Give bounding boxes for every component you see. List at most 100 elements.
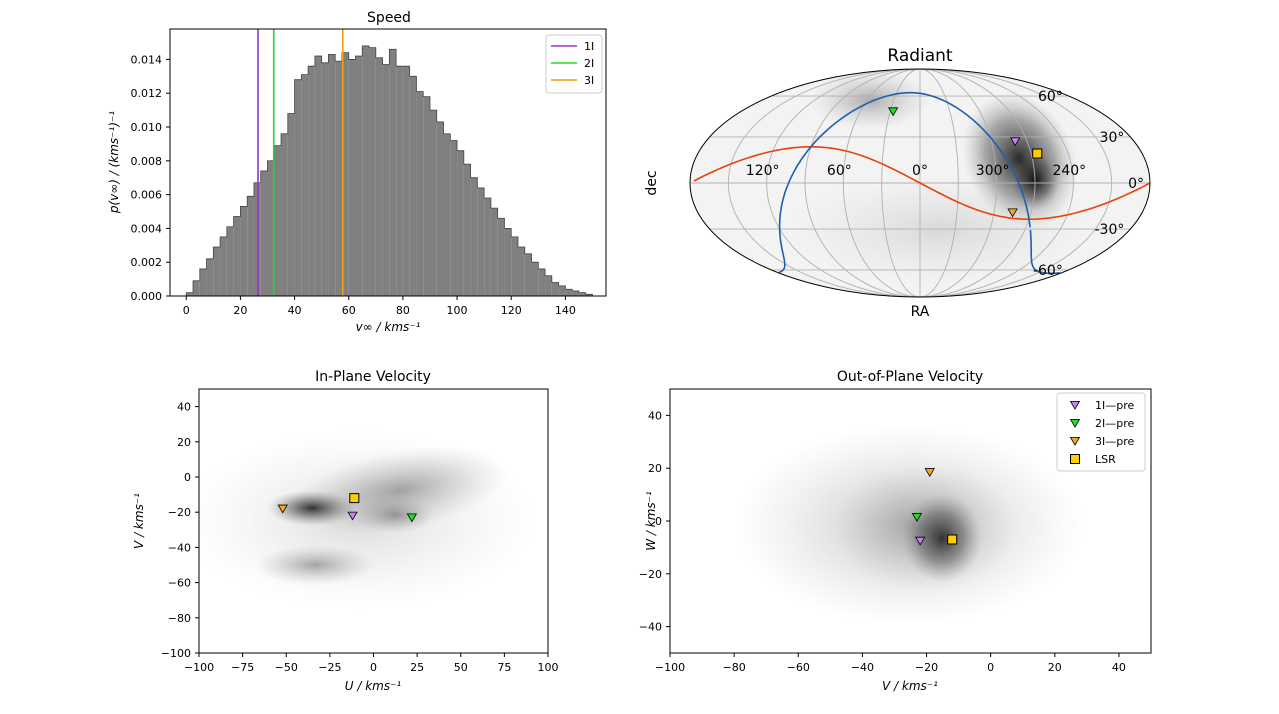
speed-legend: 1I 2I 3I [545, 34, 603, 94]
out-of-plane-y-ticks: −40 −20 0 20 40 [639, 409, 670, 634]
in-plane-y-tick-label: −80 [168, 612, 191, 625]
speed-legend-label-1i: 1I [584, 40, 594, 53]
in-plane-title: In-Plane Velocity [315, 369, 431, 385]
speed-bar [524, 253, 532, 296]
speed-bar [511, 236, 518, 296]
speed-bar [484, 197, 491, 296]
in-plane-x-tick-label: 100 [538, 661, 559, 674]
in-plane-density-mid [355, 497, 435, 533]
in-plane-x-tick-label: −100 [184, 661, 214, 674]
speed-y-tick-label: 0.004 [131, 222, 163, 235]
speed-y-tick-label: 0.010 [131, 121, 163, 134]
speed-bar [341, 52, 349, 296]
speed-bar [429, 110, 437, 296]
speed-bar [463, 164, 471, 296]
speed-bar [226, 226, 234, 296]
speed-bar [375, 57, 383, 297]
out-of-plane-legend-label: 2I—pre [1095, 417, 1135, 430]
out-of-plane-y-tick-label: −20 [639, 568, 662, 581]
speed-bar [240, 206, 248, 296]
speed-x-tick-label: 40 [288, 304, 302, 317]
speed-bar [443, 133, 451, 296]
out-of-plane-x-tick-label: 20 [1048, 661, 1062, 674]
radiant-marker-1i [1009, 137, 1021, 147]
in-plane-marker-1i [347, 511, 358, 521]
in-plane-density-lower [255, 545, 375, 585]
out-of-plane-x-ticks: −100 −80 −60 −40 −20 0 20 40 [655, 653, 1126, 674]
in-plane-y-tick-label: 0 [184, 471, 191, 484]
radiant-y-label: dec [644, 170, 660, 195]
out-of-plane-legend-label: LSR [1095, 453, 1116, 466]
radiant-dec-tick-label: -30° [1095, 222, 1125, 238]
speed-bar [213, 246, 221, 296]
radiant-title: Radiant [887, 46, 953, 66]
out-of-plane-density-core [902, 493, 982, 583]
speed-y-ticks: 0.000 0.002 0.004 0.006 0.008 0.010 0.012 0.014 [131, 53, 170, 303]
in-plane-y-tick-label: −60 [168, 577, 191, 590]
speed-x-tick-label: 20 [233, 304, 247, 317]
radiant-density-blob-wide [790, 175, 1090, 285]
out-of-plane-y-tick-label: 20 [648, 462, 662, 475]
radiant-dec-tick-label: 30° [1100, 130, 1125, 146]
speed-bar [206, 258, 214, 296]
speed-bar [436, 121, 444, 296]
in-plane-y-label: V / kms⁻¹ [132, 493, 146, 549]
radiant-ra-tick-label: 60° [827, 163, 852, 179]
speed-x-tick-label: 140 [555, 304, 576, 317]
speed-x-tick-label: 80 [396, 304, 410, 317]
radiant-galactic-plane-line [1029, 229, 1060, 275]
out-of-plane-x-tick-label: −60 [787, 661, 810, 674]
in-plane-markers [277, 493, 418, 523]
speed-bar [517, 246, 525, 296]
speed-x-label: v∞ / kms⁻¹ [356, 320, 421, 334]
speed-vlines [257, 29, 344, 296]
in-plane-density [199, 430, 535, 610]
speed-bar [450, 140, 458, 296]
in-plane-x-tick-label: −50 [275, 661, 298, 674]
speed-bar [348, 59, 356, 296]
out-of-plane-y-label: W / kms⁻¹ [644, 491, 658, 551]
speed-bar [274, 145, 282, 296]
out-of-plane-x-tick-label: 0 [987, 661, 994, 674]
radiant-marker-lsr [1032, 148, 1043, 159]
speed-bar [247, 196, 254, 296]
speed-bar [294, 79, 302, 297]
speed-bar-outline [185, 45, 593, 296]
out-of-plane-x-tick-label: −100 [655, 661, 685, 674]
radiant-marker-2i [887, 107, 899, 117]
radiant-dec-tick-label: 0° [1128, 176, 1144, 192]
speed-bar [409, 76, 417, 296]
radiant-ra-tick-label: 300° [976, 163, 1010, 179]
speed-y-tick-label: 0.014 [131, 53, 163, 66]
speed-bar [457, 150, 464, 296]
speed-x-tick-label: 120 [501, 304, 522, 317]
out-of-plane-legend-box [1056, 392, 1146, 472]
speed-bar [470, 177, 478, 296]
radiant-marker-3i [1007, 208, 1018, 218]
in-plane-x-tick-label: 50 [454, 661, 468, 674]
in-plane-x-tick-label: 75 [497, 661, 511, 674]
speed-bar [497, 218, 505, 296]
speed-bar [572, 290, 579, 296]
speed-title: Speed [367, 10, 411, 26]
speed-bar [260, 170, 268, 296]
out-of-plane-x-tick-label: 40 [1112, 661, 1126, 674]
out-of-plane-marker-1i [914, 536, 926, 546]
out-of-plane-marker-3i [924, 468, 935, 477]
speed-x-ticks: 0 20 40 60 80 100 120 140 [183, 296, 576, 317]
radiant-galactic-plane-line [778, 91, 1031, 274]
speed-axes-frame [169, 28, 607, 297]
speed-bar [565, 289, 573, 296]
radiant-frame [689, 68, 1151, 298]
in-plane-x-tick-label: −75 [231, 661, 254, 674]
out-of-plane-legend-swatch-1i [1069, 401, 1081, 410]
speed-bar [267, 160, 275, 296]
speed-bar [389, 49, 397, 297]
speed-y-tick-label: 0.006 [131, 189, 163, 202]
radiant-curves [693, 91, 1151, 275]
in-plane-y-tick-label: −100 [161, 647, 191, 660]
speed-bar [531, 262, 539, 296]
in-plane-y-tick-label: −20 [168, 506, 191, 519]
radiant-ra-tick-label: 240° [1052, 163, 1086, 179]
out-of-plane-legend-swatch-lsr [1070, 454, 1080, 464]
